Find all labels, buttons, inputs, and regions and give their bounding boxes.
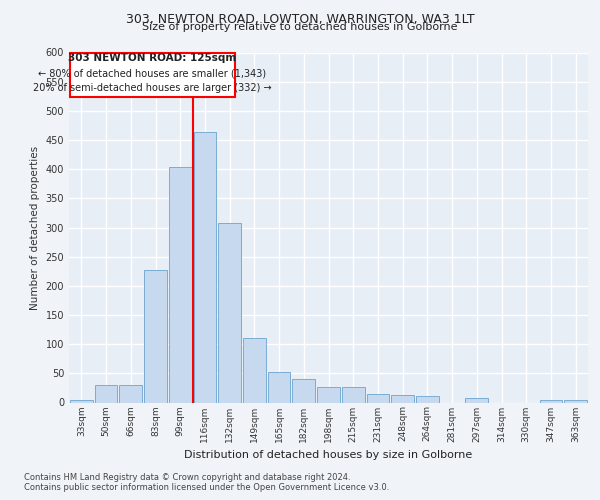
Bar <box>119 385 142 402</box>
Text: Contains public sector information licensed under the Open Government Licence v3: Contains public sector information licen… <box>24 484 389 492</box>
Bar <box>144 270 167 402</box>
Bar <box>292 379 315 402</box>
Text: 303, NEWTON ROAD, LOWTON, WARRINGTON, WA3 1LT: 303, NEWTON ROAD, LOWTON, WARRINGTON, WA… <box>125 12 475 26</box>
X-axis label: Distribution of detached houses by size in Golborne: Distribution of detached houses by size … <box>184 450 473 460</box>
Text: ← 80% of detached houses are smaller (1,343): ← 80% of detached houses are smaller (1,… <box>38 68 266 78</box>
Text: Contains HM Land Registry data © Crown copyright and database right 2024.: Contains HM Land Registry data © Crown c… <box>24 472 350 482</box>
Bar <box>539 400 562 402</box>
Bar <box>169 168 191 402</box>
Bar <box>342 387 365 402</box>
Bar <box>416 396 439 402</box>
Bar <box>218 224 241 402</box>
Bar <box>367 394 389 402</box>
Bar <box>564 400 587 402</box>
Text: Size of property relative to detached houses in Golborne: Size of property relative to detached ho… <box>142 22 458 32</box>
Bar <box>391 395 414 402</box>
Bar <box>268 372 290 402</box>
Bar <box>466 398 488 402</box>
Y-axis label: Number of detached properties: Number of detached properties <box>30 146 40 310</box>
Bar <box>243 338 266 402</box>
Bar <box>194 132 216 402</box>
Bar <box>95 385 118 402</box>
FancyBboxPatch shape <box>70 52 235 97</box>
Text: 20% of semi-detached houses are larger (332) →: 20% of semi-detached houses are larger (… <box>33 83 272 93</box>
Bar <box>70 400 93 402</box>
Text: 303 NEWTON ROAD: 125sqm: 303 NEWTON ROAD: 125sqm <box>68 54 236 64</box>
Bar <box>317 387 340 402</box>
